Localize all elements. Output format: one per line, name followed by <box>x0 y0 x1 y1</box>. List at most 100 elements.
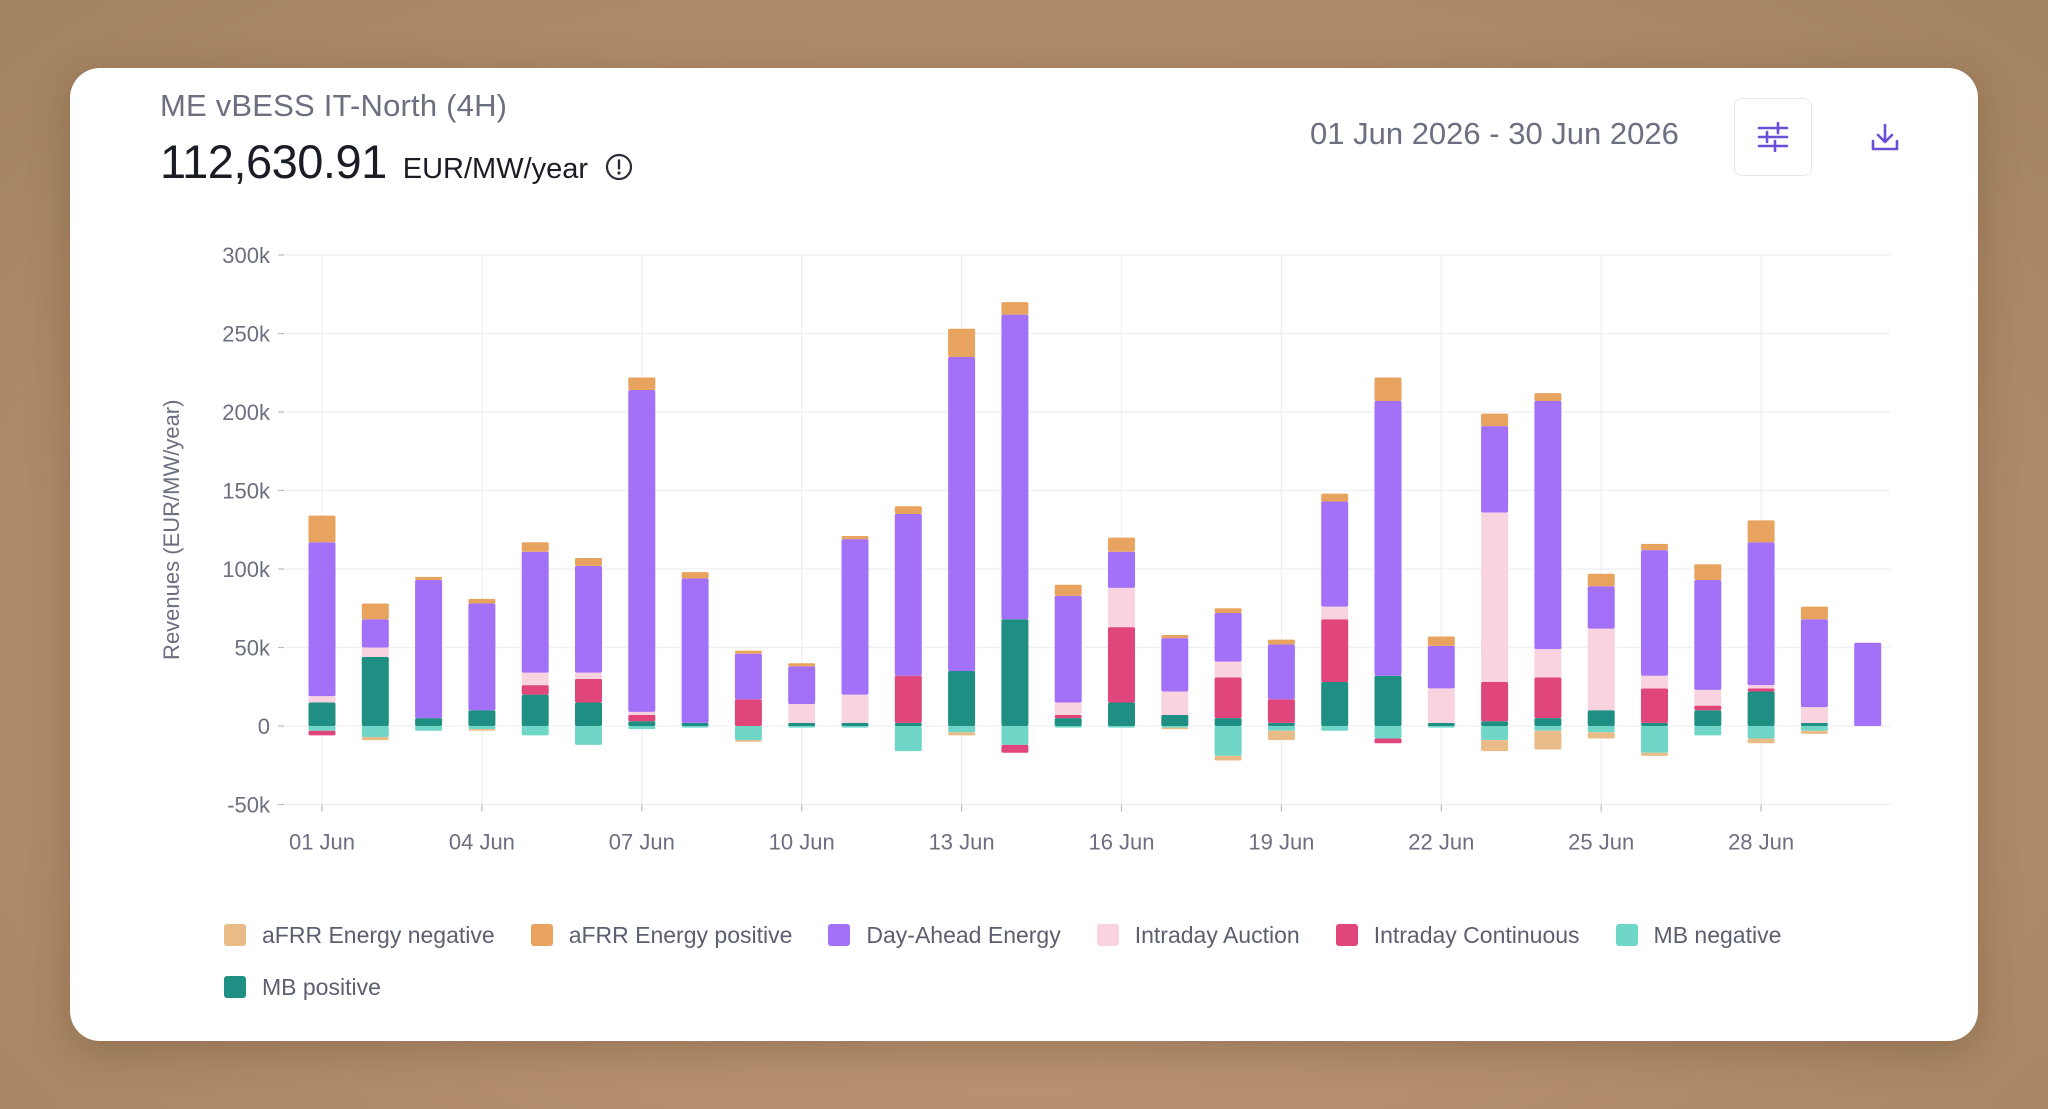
bar-segment[interactable] <box>948 726 976 733</box>
bar-segment[interactable] <box>1427 722 1455 726</box>
bar-segment[interactable] <box>1800 707 1828 723</box>
bar-segment[interactable] <box>575 565 602 673</box>
bar-segment[interactable] <box>1374 675 1402 726</box>
bar-segment[interactable] <box>361 647 389 657</box>
bar-segment[interactable] <box>1747 685 1775 689</box>
bar-segment[interactable] <box>575 672 602 679</box>
bar-segment[interactable] <box>841 726 869 728</box>
bar-segment[interactable] <box>415 726 443 731</box>
info-circle-icon[interactable] <box>604 152 634 182</box>
bar-segment[interactable] <box>1587 573 1615 587</box>
bar-segment[interactable] <box>788 726 816 728</box>
bar-segment[interactable] <box>1587 726 1615 733</box>
bar-segment[interactable] <box>468 603 496 711</box>
bar-segment[interactable] <box>1108 702 1135 726</box>
bar-segment[interactable] <box>521 542 549 552</box>
bar-segment[interactable] <box>468 729 496 731</box>
bar-segment[interactable] <box>1747 688 1775 692</box>
bar-segment[interactable] <box>734 650 762 654</box>
bar-segment[interactable] <box>1214 612 1242 662</box>
bar-segment[interactable] <box>1694 689 1722 706</box>
bar-segment[interactable] <box>1747 726 1775 739</box>
bar-segment[interactable] <box>361 603 389 620</box>
bar-segment[interactable] <box>1800 730 1828 734</box>
bar-segment[interactable] <box>1214 718 1242 726</box>
bar-segment[interactable] <box>1800 606 1828 620</box>
bar-segment[interactable] <box>1641 688 1668 723</box>
bar-segment[interactable] <box>894 514 922 676</box>
bar-segment[interactable] <box>734 740 762 742</box>
bar-segment[interactable] <box>1214 726 1242 756</box>
bar-segment[interactable] <box>1267 639 1295 645</box>
bar-segment[interactable] <box>575 558 602 566</box>
bar-segment[interactable] <box>521 694 549 726</box>
bar-segment[interactable] <box>468 726 496 730</box>
bar-segment[interactable] <box>575 726 602 745</box>
bar-segment[interactable] <box>1001 302 1029 315</box>
bar-segment[interactable] <box>1374 401 1402 676</box>
bar-segment[interactable] <box>1054 715 1082 719</box>
bar-segment[interactable] <box>308 515 336 543</box>
bar-segment[interactable] <box>1054 584 1082 596</box>
bar-segment[interactable] <box>1321 501 1349 607</box>
date-range[interactable]: 01 Jun 2026 - 30 Jun 2026 <box>1310 116 1679 151</box>
bar-segment[interactable] <box>1641 726 1668 753</box>
bar-segment[interactable] <box>1161 727 1189 730</box>
bar-segment[interactable] <box>1481 740 1509 752</box>
bar-segment[interactable] <box>308 726 336 731</box>
bar-segment[interactable] <box>1641 722 1668 726</box>
bar-segment[interactable] <box>1641 550 1668 676</box>
bar-segment[interactable] <box>894 726 922 752</box>
bar-segment[interactable] <box>1108 551 1135 588</box>
bar-segment[interactable] <box>1534 730 1562 750</box>
bar-segment[interactable] <box>575 702 602 726</box>
bar-segment[interactable] <box>1161 634 1189 639</box>
legend-item[interactable]: aFRR Energy positive <box>530 920 792 950</box>
bar-segment[interactable] <box>841 536 869 540</box>
bar-segment[interactable] <box>841 694 869 723</box>
bar-segment[interactable] <box>628 711 656 716</box>
legend-item[interactable]: MB positive <box>224 972 381 1002</box>
bar-segment[interactable] <box>308 696 336 703</box>
bar-segment[interactable] <box>948 732 976 736</box>
bar-segment[interactable] <box>1534 718 1562 726</box>
bar-segment[interactable] <box>1321 619 1349 683</box>
bar-segment[interactable] <box>1641 675 1668 689</box>
bar-segment[interactable] <box>308 730 336 736</box>
bar-segment[interactable] <box>841 722 869 726</box>
bar-segment[interactable] <box>1321 493 1349 502</box>
bar-segment[interactable] <box>1854 642 1882 726</box>
bar-segment[interactable] <box>628 715 656 722</box>
bar-segment[interactable] <box>415 579 443 719</box>
legend-item[interactable]: MB negative <box>1615 920 1781 950</box>
bar-segment[interactable] <box>1267 644 1295 700</box>
bar-segment[interactable] <box>628 377 656 391</box>
bar-segment[interactable] <box>1534 677 1562 719</box>
bar-segment[interactable] <box>1534 401 1562 650</box>
bar-segment[interactable] <box>1481 726 1509 741</box>
bar-segment[interactable] <box>1108 537 1135 552</box>
bar-segment[interactable] <box>415 718 443 726</box>
bar-segment[interactable] <box>1694 705 1722 711</box>
bar-segment[interactable] <box>1214 755 1242 761</box>
bar-segment[interactable] <box>948 357 976 672</box>
download-button[interactable] <box>1850 102 1920 172</box>
bar-segment[interactable] <box>1587 732 1615 739</box>
bar-segment[interactable] <box>1481 721 1509 726</box>
bar-segment[interactable] <box>1481 413 1509 427</box>
bar-segment[interactable] <box>1161 638 1189 692</box>
bar-segment[interactable] <box>734 653 762 700</box>
bar-segment[interactable] <box>361 656 389 726</box>
bar-segment[interactable] <box>308 542 336 697</box>
bar-segment[interactable] <box>521 726 549 736</box>
bar-segment[interactable] <box>308 702 336 726</box>
bar-segment[interactable] <box>948 671 976 726</box>
bar-segment[interactable] <box>521 672 549 686</box>
bar-segment[interactable] <box>1694 564 1722 580</box>
bar-segment[interactable] <box>681 572 709 579</box>
bar-segment[interactable] <box>1481 426 1509 513</box>
legend-item[interactable]: Day-Ahead Energy <box>828 920 1061 950</box>
bar-segment[interactable] <box>894 506 922 515</box>
legend-item[interactable]: Intraday Auction <box>1096 920 1300 950</box>
bar-segment[interactable] <box>1747 738 1775 744</box>
